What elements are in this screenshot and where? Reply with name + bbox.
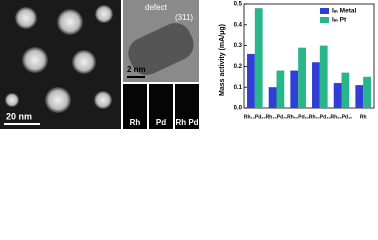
bar — [298, 47, 306, 108]
facet-label: (311) — [175, 13, 193, 22]
map-image — [123, 84, 147, 129]
scale-label: 20 nm — [6, 111, 32, 121]
bar — [363, 76, 371, 108]
figure: 20 nm defect (311) 2 nm Rh Pd Rh Pd Mass… — [0, 0, 375, 129]
y-tick-label: 0.3 — [234, 43, 243, 49]
y-tick-label: 0.1 — [234, 85, 243, 91]
bar — [254, 8, 263, 108]
bar — [290, 70, 299, 108]
legend-label: Iₘ Metal — [332, 8, 356, 15]
x-tick-label: Rh₇₀Pd₃₀ — [309, 114, 331, 120]
y-tick-label: 0.2 — [234, 64, 243, 70]
x-tick-label: Rh — [360, 114, 367, 120]
map-label: Pd — [156, 118, 166, 127]
legend-swatch — [320, 17, 329, 23]
map-label: Rh Pd — [175, 118, 198, 127]
nanorod — [128, 23, 194, 75]
y-axis-label: Mass activity (mA/μg) — [219, 24, 226, 96]
x-tick-label: Rh₃₀Pd₇₀ — [266, 114, 288, 120]
bar — [319, 45, 328, 108]
bar — [355, 85, 364, 108]
x-tick-label: Rh₁₀Pd₉₀ — [244, 114, 266, 120]
bar — [341, 72, 350, 108]
x-tick-label: Rh₉₀Pd₁₀ — [331, 114, 353, 120]
nanoparticles — [5, 5, 113, 113]
x-tick-label: Rh₅₀Pd₅₀ — [287, 114, 309, 120]
plot-frame — [243, 3, 375, 109]
defect-label: defect — [145, 3, 168, 12]
y-tick-label: 0.5 — [234, 2, 243, 8]
legend-swatch — [320, 8, 329, 14]
scale-label: 2 nm — [127, 65, 146, 74]
map-image — [149, 84, 173, 129]
map-image — [175, 84, 199, 129]
y-tick-label: 0.0 — [234, 106, 243, 112]
bar — [268, 87, 277, 108]
bar — [333, 83, 342, 108]
legend-label: Iₘ Pt — [332, 17, 347, 24]
bar — [276, 70, 285, 108]
bar — [247, 53, 255, 108]
map-label: Rh — [130, 118, 141, 127]
y-tick-label: 0.4 — [234, 22, 243, 28]
bar — [312, 62, 320, 108]
